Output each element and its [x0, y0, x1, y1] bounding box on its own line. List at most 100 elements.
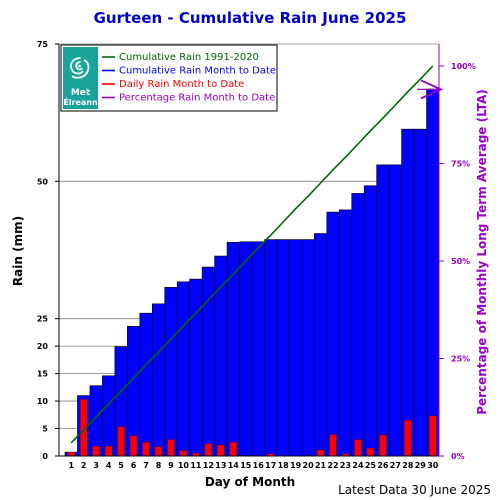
daily-bar	[229, 442, 237, 457]
daily-bar	[379, 434, 387, 457]
cumulative-bar	[176, 281, 190, 457]
x-tick-label: 10	[178, 461, 190, 470]
logo-line1: Met	[71, 88, 91, 98]
legend-label: Daily Rain Month to Date	[119, 79, 244, 90]
chart-title: Gurteen - Cumulative Rain June 2025	[94, 9, 407, 27]
x-tick-label: 2	[81, 461, 87, 470]
y-tick-label: 0	[42, 452, 48, 461]
cumulative-bar	[413, 128, 427, 457]
daily-bars	[67, 399, 437, 457]
logo-line2: Éireann	[63, 96, 98, 107]
y-tick-label: 75	[37, 40, 49, 49]
cumulative-bar	[351, 193, 365, 457]
x-tick-label: 30	[427, 461, 439, 470]
daily-bar	[204, 443, 212, 457]
cumulative-bar	[189, 278, 203, 457]
daily-bar	[366, 448, 375, 457]
x-tick-label: 9	[168, 461, 174, 470]
cumulative-bar	[388, 164, 402, 457]
x-tick-label: 28	[402, 461, 414, 470]
legend-label: Percentage Rain Month to Date	[119, 93, 275, 104]
daily-bar	[129, 435, 138, 457]
x-tick-label: 8	[156, 461, 162, 470]
x-tick-label: 14	[228, 461, 240, 470]
x-tick-label: 24	[352, 461, 364, 470]
y2-tick-label: 75%	[451, 159, 470, 168]
x-tick-label: 18	[278, 461, 290, 470]
cumulative-bar	[314, 233, 328, 457]
swirl-icon	[70, 57, 90, 79]
y-axis-title: Rain (mm)	[11, 216, 25, 286]
cumulative-bar	[363, 185, 377, 457]
y2-tick-label: 25%	[451, 354, 470, 363]
cumulative-bar	[151, 303, 166, 457]
cumulative-bar	[326, 211, 340, 457]
x-tick-label: 27	[390, 461, 401, 470]
axes	[58, 44, 440, 457]
cumulative-bar	[289, 239, 303, 457]
x-tick-label: 19	[290, 461, 302, 470]
daily-bar	[217, 444, 225, 457]
y-tick-label: 20	[37, 342, 49, 351]
cumulative-bar	[426, 88, 440, 457]
legend-label: Cumulative Rain Month to Date	[119, 66, 276, 77]
x-tick-label: 11	[190, 461, 202, 470]
met-eireann-logo: Met Éireann	[63, 47, 98, 109]
y-tick-label: 50	[37, 177, 49, 186]
x-tick-label: 17	[265, 461, 276, 470]
x-tick-label: 16	[253, 461, 265, 470]
x-tick-label: 7	[143, 461, 149, 470]
x-tick-label: 6	[131, 461, 137, 470]
x-tick-label: 21	[315, 461, 327, 470]
cumulative-bar	[102, 375, 116, 457]
x-axis-title: Day of Month	[205, 475, 295, 489]
x-tick-label: 22	[327, 461, 338, 470]
x-tick-label: 13	[215, 461, 226, 470]
cumulative-bar	[264, 239, 278, 457]
y2-tick-label: 100%	[451, 62, 476, 71]
cumulative-bar	[338, 209, 353, 457]
cumulative-bar	[251, 241, 265, 457]
footer-latest-data: Latest Data 30 June 2025	[338, 483, 491, 497]
daily-bar	[92, 445, 100, 457]
daily-bar	[429, 415, 437, 457]
x-tick-label: 15	[240, 461, 252, 470]
cumulative-bar	[376, 164, 390, 457]
cumulative-bar	[139, 312, 153, 457]
x-tick-label: 25	[365, 461, 377, 470]
y-tick-labels: 0 5 10 15 20 25 50 75	[37, 40, 59, 461]
y-tick-label: 5	[42, 425, 48, 434]
cumulative-bar	[276, 239, 290, 457]
daily-bar	[117, 426, 125, 457]
legend-label: Cumulative Rain 1991-2020	[119, 52, 259, 63]
lta-line	[70, 65, 434, 444]
x-tick-label: 20	[303, 461, 315, 470]
percentage-marker	[417, 79, 444, 100]
legend-items: Cumulative Rain 1991-2020 Cumulative Rain…	[102, 52, 276, 104]
x-tick-label: 4	[106, 461, 112, 470]
daily-bar	[354, 439, 362, 457]
x-tick-label: 12	[203, 461, 214, 470]
cumulative-bar	[301, 239, 315, 457]
x-tick-label: 3	[93, 461, 99, 470]
x-tick-labels: 1 2 3 4 5 6 7 8 9 10 11 12 13 14 15 16 17 18 19 20 21 22 23 24 2…	[68, 461, 438, 470]
daily-bar	[179, 450, 188, 457]
daily-bar	[142, 442, 150, 457]
y2-tick-labels: 0% 25% 50% 75% 100%	[439, 62, 476, 461]
daily-bar	[67, 452, 75, 457]
x-tick-label: 5	[118, 461, 124, 470]
cumulative-bar	[239, 241, 253, 457]
y2-tick-label: 50%	[451, 257, 470, 266]
daily-bar	[316, 449, 325, 457]
y-tick-label: 15	[37, 370, 49, 379]
daily-bar	[404, 420, 412, 457]
cumulative-bar	[401, 128, 415, 457]
y-tick-label: 10	[37, 397, 49, 406]
cumulative-bar	[164, 287, 178, 457]
daily-bar	[154, 446, 163, 457]
daily-bar	[167, 439, 175, 457]
y2-tick-label: 0%	[451, 452, 465, 461]
daily-bar	[105, 445, 113, 457]
x-tick-label: 29	[415, 461, 427, 470]
legend: Met Éireann Cumulative Rain 1991-2020Cum…	[60, 44, 278, 112]
